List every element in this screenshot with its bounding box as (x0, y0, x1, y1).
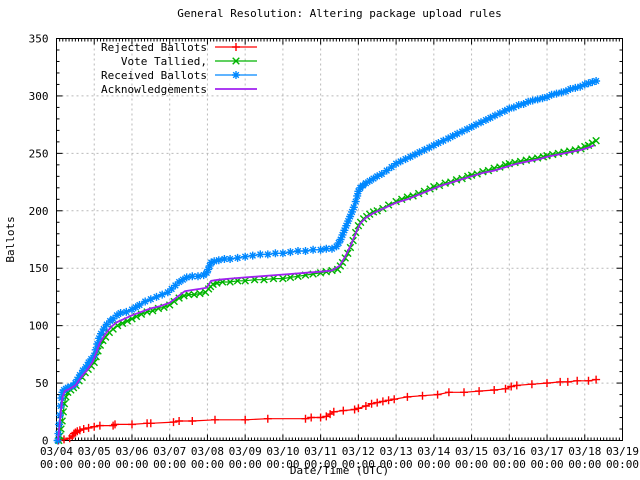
data-series (53, 77, 601, 445)
legend-label: Vote Tallied, (121, 55, 207, 68)
series-markers (55, 136, 600, 445)
legend-item: Rejected Ballots (101, 41, 257, 54)
series-vote-tallied (55, 136, 600, 445)
legend-marker-sample (232, 71, 240, 79)
y-tick-label: 200 (29, 205, 49, 218)
x-tick-label-date: 03/18 (568, 445, 601, 458)
x-tick-label-date: 03/05 (78, 445, 111, 458)
x-tick-label-date: 03/17 (530, 445, 563, 458)
y-tick-label: 300 (29, 90, 49, 103)
x-tick-label-time: 00:00 (606, 458, 639, 471)
chart-title: General Resolution: Altering package upl… (177, 7, 502, 20)
x-tick-label-date: 03/09 (229, 445, 262, 458)
x-tick-label-time: 00:00 (115, 458, 148, 471)
series-line (57, 80, 597, 441)
x-tick-label-time: 00:00 (380, 458, 413, 471)
series-markers (53, 77, 601, 445)
x-tick-label-time: 00:00 (40, 458, 73, 471)
axis-tick-labels: 03/0400:0003/0500:0003/0600:0003/0700:00… (29, 33, 639, 472)
x-tick-label-time: 00:00 (191, 458, 224, 471)
y-tick-label: 350 (29, 33, 49, 46)
x-tick-label-time: 00:00 (417, 458, 450, 471)
series-received-ballots (53, 77, 601, 445)
x-tick-label-time: 00:00 (455, 458, 488, 471)
legend-label: Acknowledgements (101, 83, 207, 96)
x-tick-label-date: 03/07 (153, 445, 186, 458)
x-tick-label-date: 03/16 (493, 445, 526, 458)
series-line (58, 140, 597, 441)
x-tick-label-date: 03/11 (304, 445, 337, 458)
x-tick-label-date: 03/10 (266, 445, 299, 458)
x-tick-label-date: 03/04 (40, 445, 73, 458)
y-tick-label: 150 (29, 262, 49, 275)
x-tick-label-date: 03/13 (380, 445, 413, 458)
x-axis-label: Date/Time (UTC) (290, 464, 389, 477)
x-tick-label-time: 00:00 (229, 458, 262, 471)
x-tick-label-time: 00:00 (266, 458, 299, 471)
series-acknowledgements (57, 144, 595, 441)
x-tick-label-time: 00:00 (342, 458, 375, 471)
x-tick-label-time: 00:00 (530, 458, 563, 471)
x-tick-label-time: 00:00 (304, 458, 337, 471)
x-tick-label-time: 00:00 (78, 458, 111, 471)
y-tick-label: 250 (29, 147, 49, 160)
x-tick-label-time: 00:00 (568, 458, 601, 471)
x-tick-label-date: 03/06 (115, 445, 148, 458)
legend-item: Received Ballots (101, 69, 257, 82)
series-markers (54, 375, 601, 445)
legend-item: Acknowledgements (101, 83, 257, 96)
x-tick-label-time: 00:00 (493, 458, 526, 471)
gridlines (56, 38, 623, 441)
y-tick-label: 0 (42, 435, 49, 448)
series-line (58, 379, 597, 442)
y-tick-label: 50 (35, 377, 48, 390)
x-tick-label-time: 00:00 (153, 458, 186, 471)
x-tick-label-date: 03/19 (606, 445, 639, 458)
y-axis-label: Ballots (4, 216, 17, 262)
series-rejected-ballots (54, 375, 601, 445)
x-tick-label-date: 03/15 (455, 445, 488, 458)
x-tick-label-date: 03/14 (417, 445, 450, 458)
legend-marker-sample (232, 43, 240, 51)
y-tick-label: 100 (29, 320, 49, 333)
legend-marker-sample (232, 57, 240, 65)
series-line (57, 144, 595, 441)
x-tick-label-date: 03/12 (342, 445, 375, 458)
x-tick-label-date: 03/08 (191, 445, 224, 458)
legend-label: Rejected Ballots (101, 41, 207, 54)
legend-label: Received Ballots (101, 69, 207, 82)
legend-item: Vote Tallied, (121, 55, 257, 68)
